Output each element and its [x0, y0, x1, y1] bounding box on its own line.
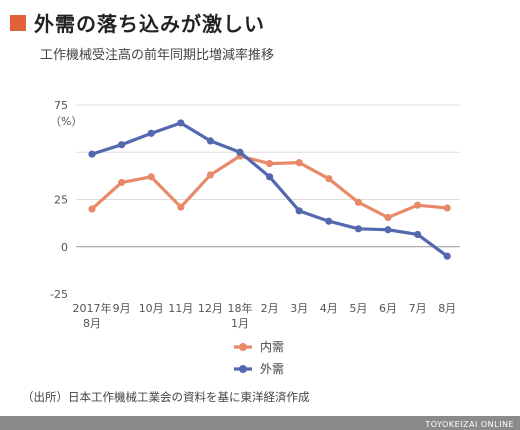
x-tick-label: 8月	[438, 302, 456, 315]
footer-bar: TOYOKEIZAI ONLINE	[0, 416, 520, 430]
title-accent-square	[10, 14, 26, 31]
data-point	[147, 173, 155, 181]
x-tick-label: 5月	[349, 302, 367, 315]
x-tick-label: 3月	[290, 302, 308, 315]
data-point	[295, 159, 303, 167]
source-note: （出所）日本工作機械工業会の資料を基に東洋経済作成	[22, 390, 310, 404]
legend-label: 内需	[260, 340, 284, 354]
data-point	[325, 175, 333, 183]
data-point	[414, 201, 422, 209]
y-tick-label: -25	[50, 288, 68, 301]
x-tick-label: 9月	[113, 302, 131, 315]
legend-swatch-marker	[239, 365, 247, 373]
x-tick-label: 10月	[139, 302, 164, 315]
data-point	[325, 217, 333, 225]
data-point	[354, 225, 362, 233]
data-point	[118, 141, 126, 149]
data-point	[266, 173, 274, 181]
brand-label: TOYOKEIZAI ONLINE	[425, 420, 514, 429]
data-point	[177, 203, 185, 211]
data-point	[88, 150, 96, 158]
x-tick-label: 6月	[379, 302, 397, 315]
data-point	[384, 213, 392, 222]
data-point	[88, 205, 96, 213]
title-row: 外需の落ち込みが激しい	[10, 8, 265, 37]
x-tick-label: 8月	[83, 317, 101, 330]
chart-subtitle: 工作機械受注高の前年同期比増減率推移	[40, 48, 275, 63]
x-tick-label: 2月	[261, 302, 279, 315]
x-tick-label: 4月	[320, 302, 338, 315]
data-point	[443, 252, 451, 260]
x-tick-label: 2017年	[73, 301, 112, 315]
data-point	[295, 207, 303, 215]
data-point	[206, 171, 214, 179]
y-tick-label: 25	[54, 194, 68, 207]
chart-title: 外需の落ち込みが激しい	[34, 12, 265, 36]
x-tick-label: 7月	[409, 302, 427, 315]
data-point	[118, 178, 126, 187]
y-tick-label: 75	[54, 99, 68, 112]
x-tick-label: 12月	[198, 302, 223, 315]
y-tick-label: 0	[61, 241, 68, 254]
legend-label: 外需	[260, 362, 284, 376]
y-axis-label: （%）	[50, 115, 82, 128]
data-point	[354, 198, 362, 206]
x-tick-label: 11月	[168, 302, 193, 315]
x-tick-label: 18年	[228, 301, 253, 315]
data-point	[414, 230, 422, 239]
data-point	[384, 226, 392, 234]
data-point	[236, 148, 244, 156]
series-line-2	[90, 121, 449, 258]
x-tick-label: 1月	[231, 317, 249, 330]
legend-swatch-marker	[239, 343, 247, 351]
data-point	[147, 129, 155, 137]
data-point	[206, 137, 214, 145]
data-point	[177, 119, 185, 127]
data-point	[443, 204, 451, 212]
data-point	[266, 159, 274, 168]
